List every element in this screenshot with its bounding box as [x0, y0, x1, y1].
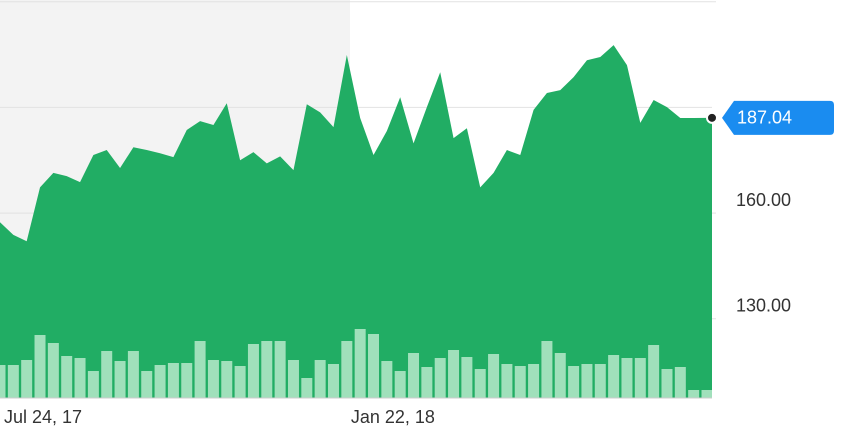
volume-bar [594, 364, 606, 398]
last-price-dot [706, 111, 718, 124]
volume-bar [221, 361, 233, 398]
volume-bar [608, 355, 620, 398]
volume-bar [554, 353, 566, 398]
volume-bar [261, 341, 273, 398]
price-area [0, 45, 712, 398]
x-tick-label: Jul 24, 17 [4, 407, 82, 427]
volume-bar [274, 341, 286, 398]
volume-bar [621, 358, 633, 398]
y-tick-label: 160.00 [736, 190, 791, 210]
volume-bar [674, 367, 686, 398]
volume-bar [0, 365, 6, 398]
volume-bar [181, 363, 193, 398]
volume-bar [421, 367, 433, 398]
x-tick-label: Jan 22, 18 [351, 407, 435, 427]
volume-bar [408, 353, 420, 398]
volume-bar [368, 334, 380, 398]
volume-bar [688, 390, 700, 398]
volume-bar [488, 354, 500, 398]
volume-bar [501, 364, 513, 398]
y-tick-label: 130.00 [736, 296, 791, 316]
volume-bar [314, 360, 326, 398]
volume-bar [114, 361, 126, 398]
volume-bar [127, 351, 139, 398]
volume-bar [701, 390, 712, 398]
volume-bar [234, 366, 246, 398]
volume-bar [581, 364, 593, 398]
volume-bar [568, 366, 580, 398]
volume-bar [167, 363, 179, 398]
volume-bar [648, 345, 660, 398]
price-tag [722, 100, 834, 135]
volume-bar [327, 364, 339, 398]
volume-bar [141, 371, 153, 398]
volume-bar [341, 341, 353, 398]
volume-bar [7, 365, 19, 398]
volume-bar [194, 341, 206, 398]
volume-bar [461, 357, 473, 398]
volume-bar [287, 360, 299, 398]
volume-bar [514, 366, 526, 398]
volume-bar [634, 358, 646, 398]
volume-bar [247, 344, 259, 398]
volume-bar [354, 329, 366, 398]
volume-bar [381, 361, 393, 398]
last-price-label: 187.04 [737, 108, 792, 128]
volume-bar [61, 356, 73, 398]
volume-bar [207, 360, 219, 398]
volume-bar [301, 378, 313, 398]
volume-bar [661, 369, 673, 398]
volume-bar [154, 365, 166, 398]
volume-bar [21, 360, 33, 398]
volume-bar [34, 335, 46, 398]
volume-bar [87, 371, 99, 398]
volume-bar [101, 351, 113, 398]
volume-bar [74, 358, 86, 398]
volume-bar [448, 350, 460, 398]
volume-bar [47, 343, 59, 398]
volume-bar [434, 358, 446, 398]
volume-bar [474, 369, 486, 398]
volume-bar [394, 371, 406, 398]
volume-bar [541, 341, 553, 398]
volume-bar [528, 364, 540, 398]
